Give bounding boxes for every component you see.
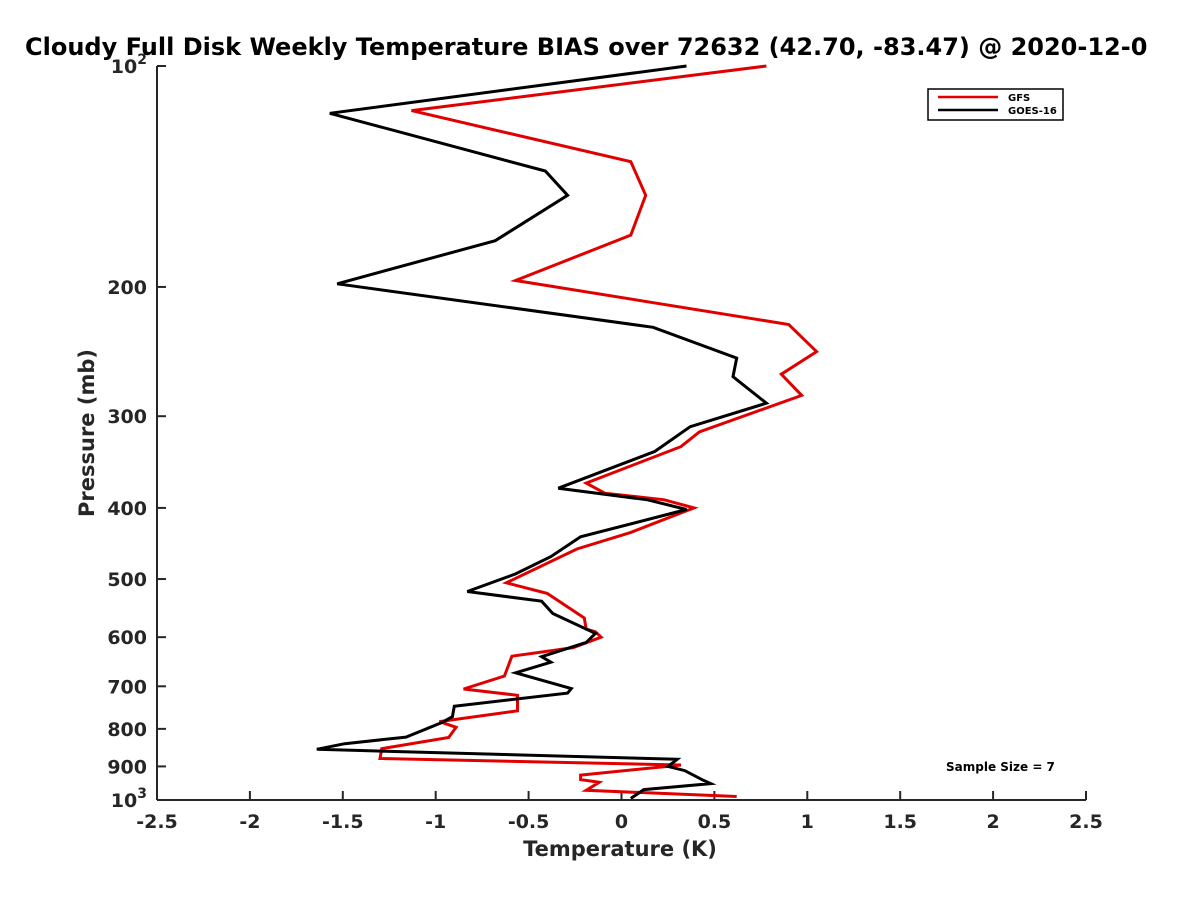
x-tick-label: -0.5: [508, 811, 550, 833]
y-axis-label: Pressure (mb): [75, 349, 99, 517]
y-tick-label: 300: [107, 406, 147, 428]
series-line-goes16: [316, 64, 770, 800]
x-tick-label: 0: [615, 811, 628, 833]
x-axis-ticks: -2.5 -2 -1.5 -1 -0.5 0 0.5 1 1.5 2 2.5: [136, 791, 1103, 833]
x-tick-label: 0.5: [698, 811, 732, 833]
x-tick-label: -1.5: [322, 811, 364, 833]
legend: GFS GOES-16: [927, 88, 1064, 121]
x-tick-label: -2.5: [136, 811, 178, 833]
y-tick-label: 400: [107, 498, 147, 520]
chart-title: Cloudy Full Disk Weekly Temperature BIAS…: [25, 33, 1147, 61]
x-tick-label: 2: [986, 811, 999, 833]
y-tick-label: 800: [107, 719, 147, 741]
y-axis-ticks: 102 200 300 400 500 600 700 800 900 103: [107, 52, 166, 812]
series-layer: [316, 64, 820, 800]
legend-label-goes16: GOES-16: [1008, 106, 1057, 117]
y-tick-label: 200: [107, 277, 147, 299]
x-tick-label: 1.5: [883, 811, 917, 833]
y-tick-label: 900: [107, 756, 147, 778]
x-tick-label: 1: [801, 811, 814, 833]
y-tick-label: 600: [107, 627, 147, 649]
x-tick-label: 2.5: [1069, 811, 1103, 833]
legend-box: [927, 88, 1064, 121]
y-tick-label: 102: [111, 52, 147, 78]
x-tick-label: -1: [425, 811, 446, 833]
x-tick-label: -2: [239, 811, 260, 833]
plot-axes: [156, 66, 1086, 801]
series-line-gfs: [378, 64, 820, 798]
x-axis-label: Temperature (K): [523, 837, 717, 861]
legend-label-gfs: GFS: [1008, 93, 1030, 104]
y-tick-label: 500: [107, 569, 147, 591]
y-tick-label: 103: [111, 786, 147, 812]
sample-size-annotation: Sample Size = 7: [946, 760, 1055, 774]
y-tick-label: 700: [107, 676, 147, 698]
